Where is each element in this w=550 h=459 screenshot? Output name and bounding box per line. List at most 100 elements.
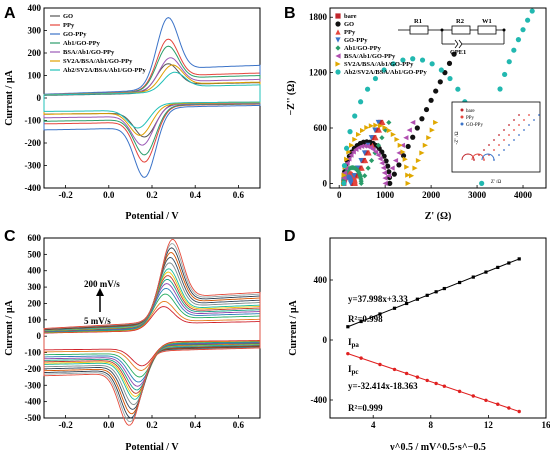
nyquist-point [359, 127, 366, 134]
legend-item: Ab1/GO-PPy [344, 45, 382, 52]
cv-curve-scan-rate [43, 239, 261, 426]
resistor-r2 [451, 25, 471, 35]
nyquist-point [525, 17, 531, 23]
panel-d-ticks: 4 8 12 16 -400 0 400 [311, 275, 550, 430]
nyquist-point [360, 157, 366, 164]
panel-d-ytick-label: 0 [323, 335, 328, 345]
inset-legend-item: bare [466, 109, 475, 114]
label-r2: R2 [456, 18, 464, 25]
data-point-ipc [378, 362, 382, 367]
legend-item: SV2A/BSA/Ab1/GO-PPy [344, 61, 414, 68]
nyquist-point [400, 149, 406, 155]
panel-c-ytick-label: 100 [28, 315, 42, 325]
nyquist-point [361, 150, 368, 156]
panel-a-xtick-label: 0.6 [233, 190, 245, 200]
panel-b-xtick-label: 4000 [514, 190, 533, 200]
nyquist-point [379, 135, 385, 141]
panel-c-ytick-label: -500 [25, 413, 42, 423]
data-point-ipc [457, 389, 462, 394]
data-point-ipc [359, 356, 363, 360]
inset-xlabel: Z' /Ω [491, 180, 502, 185]
warburg-w1 [477, 25, 497, 35]
panel-a-ticks: -0.2 0.0 0.2 0.4 0.6 -400 -300 -200 -100 0 100 200 3… [25, 3, 245, 200]
panel-a-ytick-label: -200 [25, 138, 42, 148]
nyquist-point [404, 164, 410, 170]
panel-d-points [346, 257, 521, 414]
panel-c-ytick-label: 400 [28, 266, 42, 276]
panel-d-frame [329, 237, 547, 419]
nyquist-point [403, 135, 409, 141]
nyquist-point [386, 169, 392, 175]
nyquist-point [357, 165, 363, 171]
nyquist-point [355, 131, 362, 138]
nyquist-point [341, 175, 347, 181]
panel-a-xlabel: Potential / V [125, 211, 179, 222]
nyquist-point [359, 165, 365, 171]
nyquist-point [361, 143, 368, 149]
data-point-ipa [496, 265, 500, 269]
nyquist-point [529, 8, 535, 14]
nyquist-point [414, 125, 420, 131]
nyquist-point [428, 97, 434, 103]
nyquist-point [372, 75, 379, 82]
annotation-5mvs: 5 mV/s [84, 316, 111, 326]
panel-b-xtick-label: 2000 [422, 190, 441, 200]
nyquist-point [346, 156, 352, 162]
data-point-ipa [471, 275, 475, 279]
ipa-label: Ipa [348, 337, 359, 349]
panel-b-xlabel: Z' (Ω) [425, 211, 452, 222]
nyquist-point [364, 150, 370, 156]
panel-b-xtick-label: 0 [337, 190, 342, 200]
cv-curve-scan-rate [43, 256, 261, 410]
legend-item: GO-PPy [344, 37, 368, 44]
nyquist-point [374, 127, 380, 133]
data-point-ipc [484, 398, 488, 402]
legend-item: Ab2/SV2A/BSA/Ab1/GO-PPy [344, 69, 427, 76]
nyquist-point [373, 122, 379, 128]
cv-curve-scan-rate [43, 252, 261, 415]
nyquist-point [344, 160, 350, 166]
fit-line-ipc [347, 353, 520, 412]
nyquist-point [363, 157, 369, 164]
arrow-head-icon [96, 288, 104, 296]
panel-c-xtick-label: 0.2 [146, 420, 158, 430]
nyquist-point [415, 157, 422, 164]
nyquist-point [437, 79, 443, 85]
nyquist-point [364, 124, 370, 131]
legend-item: GO [344, 21, 354, 28]
legend-item: Ab2/SV2A/BSA/Ab1/GO-PPy [63, 67, 146, 74]
nyquist-point [348, 180, 354, 186]
cv-curve-scan-rate [43, 262, 261, 406]
nyquist-point [344, 156, 350, 162]
nyquist-point [375, 119, 381, 126]
nyquist-point [520, 27, 526, 33]
nyquist-point [352, 113, 358, 119]
panel-a: A -0.2 0.0 0.2 0.4 0.6 -400 -300 -200 -100 0 100 20… [4, 3, 261, 222]
nyquist-point [446, 60, 453, 66]
nyquist-point [479, 180, 485, 186]
nyquist-point [447, 75, 453, 82]
panel-b-ytick-label: 1200 [309, 68, 328, 78]
nyquist-point [368, 135, 374, 141]
panel-c-ticks: -0.2 0.0 0.2 0.4 0.6 -500 -400 -300 -200 -100 0 100… [25, 233, 245, 430]
nyquist-point [410, 119, 416, 126]
panel-b-frame [329, 7, 547, 189]
panel-a-ytick-label: 0 [37, 93, 42, 103]
nyquist-point [342, 170, 348, 176]
legend-item: GO [63, 13, 73, 20]
data-point-ipc [507, 406, 511, 410]
panel-a-ytick-label: 100 [28, 71, 42, 81]
panel-a-legend: GO PPy GO-PPy Ab1/GO-PPy BSA/Ab1/GO-PPy SV2A/… [50, 13, 146, 74]
nyquist-point [410, 134, 416, 140]
panel-d-letter: D [284, 228, 296, 245]
nyquist-point [380, 119, 386, 126]
data-point-ipa [442, 286, 446, 291]
cv-curve-scan-rate [43, 268, 261, 400]
ipa-fit-equation: y=37.998x+3.33 [348, 294, 408, 304]
cv-curve-go-ppy [43, 17, 261, 178]
nyquist-point [341, 180, 347, 186]
nyquist-point [377, 156, 383, 162]
nyquist-point [423, 106, 430, 113]
nyquist-point [433, 88, 439, 94]
label-r1: R1 [414, 18, 422, 25]
